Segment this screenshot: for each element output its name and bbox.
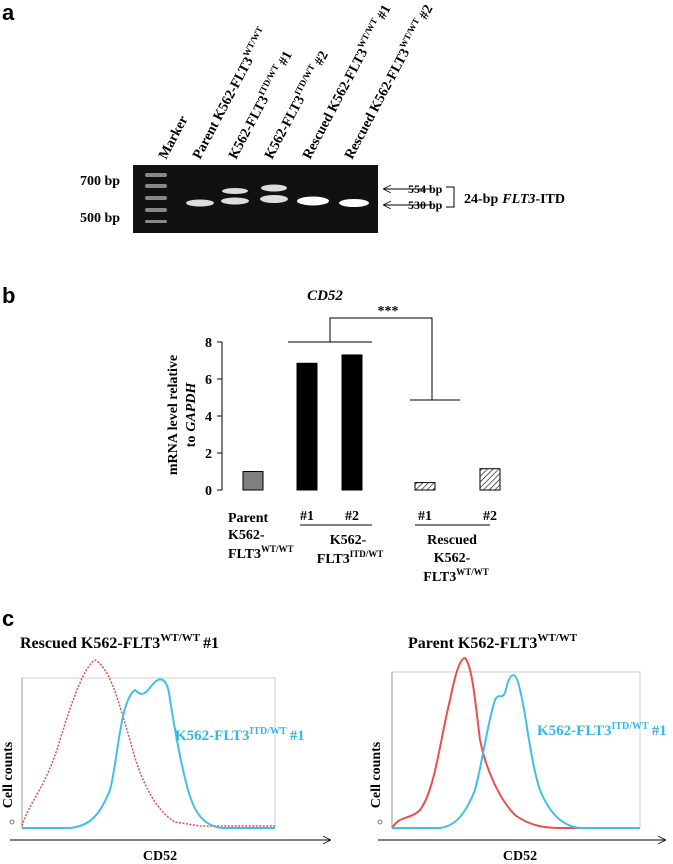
group-sup: ITD/WT [350, 549, 384, 559]
x-tick-label: #2 [345, 509, 359, 524]
annotation: 24-bp FLT3-ITD [464, 192, 565, 207]
histogram-right [377, 656, 665, 840]
gel [133, 165, 378, 233]
x-tick-label: #1 [418, 509, 432, 524]
title-sup: WT/WT [537, 632, 577, 644]
group-base: FLT3 [317, 552, 350, 567]
group-label: Rescued [427, 533, 477, 548]
annotation-italic: FLT3 [501, 192, 535, 207]
y-axis-label: Cell counts [369, 741, 384, 808]
size-label: 700 bp [80, 174, 120, 189]
y-axis-label-italic: GAPDH [184, 382, 199, 432]
lane-suffix: #2 [312, 49, 332, 68]
group-label: Parent [228, 511, 269, 526]
significance: *** [378, 304, 399, 319]
group-base: FLT3 [228, 547, 261, 562]
lane-sup: WT/WT [397, 16, 421, 49]
title-text: Parent K562-FLT3 [408, 635, 537, 652]
lane-label: Marker [156, 114, 191, 162]
title-text: Rescued K562-FLT3 [20, 635, 160, 652]
group-base: FLT3 [423, 570, 456, 585]
x-axis-label: CD52 [143, 849, 177, 864]
x-axis-label: CD52 [503, 849, 537, 864]
overlay-sup: ITD/WT [611, 721, 649, 732]
overlay-label: K562-FLT3ITD/WT #1 [175, 726, 305, 744]
chart-title: CD52 [307, 288, 343, 304]
panel-label: c [2, 606, 14, 631]
panel-label: a [2, 0, 15, 25]
lane-sup: WT/WT [355, 16, 379, 49]
overlay-sup: ITD/WT [249, 726, 287, 737]
group-sup: WT/WT [261, 544, 294, 554]
band-arrows [384, 187, 455, 207]
title-suffix: #1 [203, 635, 219, 652]
annotation-text: -ITD [535, 192, 565, 207]
group-label: K562- [228, 528, 265, 543]
overlay-suffix: #1 [290, 728, 305, 744]
y-tick-label: 2 [205, 447, 212, 462]
significance-bracket [288, 317, 490, 526]
lane-label: Rescued K562-FLT3WT/WT#1 [298, 1, 395, 162]
histogram-left [9, 659, 330, 840]
lane-labels: Marker Parent K562-FLT3WT/WT K562-FLT3IT… [156, 1, 437, 162]
y-tick-label: 6 [205, 373, 212, 388]
group-label: FLT3ITD/WT [317, 549, 383, 567]
y-tick-label: 8 [205, 336, 212, 351]
lane-label: K562-FLT3ITD/WT#1 [224, 47, 296, 161]
group-label: FLT3WT/WT [423, 567, 488, 585]
size-label: 500 bp [80, 211, 120, 226]
lane-text: Marker [156, 114, 191, 162]
histogram-title: Parent K562-FLT3WT/WT [408, 632, 578, 652]
annotation-text: 24-bp [464, 192, 498, 207]
histogram-title: Rescued K562-FLT3WT/WT #1 [20, 632, 219, 652]
bar [242, 471, 264, 491]
band-label: 530 bp [408, 198, 443, 212]
bar [296, 362, 318, 491]
y-tick-label: 0 [205, 484, 212, 499]
overlay-suffix: #1 [652, 723, 667, 739]
group-label: FLT3WT/WT [228, 544, 293, 562]
x-tick-label: #2 [483, 509, 497, 524]
group-label: K562- [434, 551, 471, 566]
lane-sup: WT/WT [241, 25, 265, 58]
y-tick-label: 4 [205, 410, 212, 425]
bar [341, 354, 363, 491]
panel-label: b [2, 283, 15, 308]
lane-suffix: #1 [375, 3, 395, 22]
lane-sup: ITD/WT [256, 62, 281, 96]
y-axis-label: to GAPDH [184, 382, 199, 448]
y-axis-label-text: to [184, 436, 199, 448]
band-label: 554 bp [408, 182, 443, 196]
y-axis-label: Cell counts [1, 741, 16, 808]
y-axis-label: mRNA level relative [166, 355, 181, 475]
group-sup: WT/WT [456, 567, 489, 577]
lane-sup: ITD/WT [292, 62, 317, 96]
title-sup: WT/WT [160, 632, 200, 644]
lane-suffix: #2 [417, 3, 437, 22]
bar [479, 468, 501, 491]
overlay-label: K562-FLT3ITD/WT #1 [537, 721, 667, 739]
x-tick-label: #1 [300, 509, 314, 524]
bar [414, 482, 436, 491]
group-label: K562- [330, 533, 367, 548]
overlay-text: K562-FLT3 [175, 728, 249, 744]
overlay-text: K562-FLT3 [537, 723, 611, 739]
lane-suffix: #1 [276, 49, 296, 68]
